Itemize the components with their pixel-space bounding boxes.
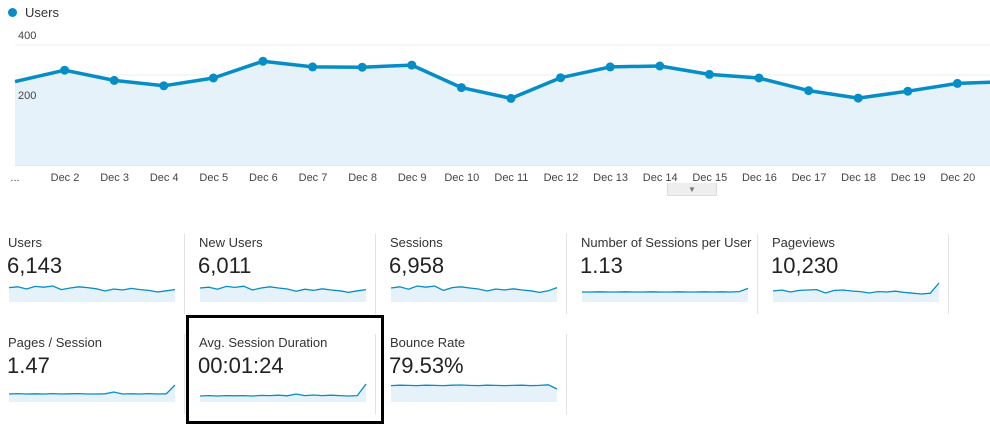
sparkline-fill: [200, 286, 366, 302]
x-tick-label: Dec 6: [249, 172, 278, 184]
data-point[interactable]: [853, 93, 863, 103]
metric-value: 6,143: [7, 253, 63, 278]
metric-tile[interactable]: Users 6,143: [0, 234, 185, 314]
metric-value: 79.53%: [389, 353, 464, 378]
sparkline-line: [772, 282, 940, 295]
metric-value: 6,011: [198, 253, 252, 278]
data-point[interactable]: [556, 73, 566, 83]
sparkline-line: [199, 285, 367, 294]
sparkline-line: [199, 383, 367, 397]
sparkline-line: [582, 287, 749, 293]
metric-value: 1.13: [580, 253, 623, 278]
sparkline-line: [390, 285, 558, 294]
metric-label: Pageviews: [772, 235, 835, 250]
metric-label: Pages / Session: [8, 335, 102, 350]
sparkline-fill: [9, 286, 175, 302]
x-tick-label: Dec 15: [692, 172, 727, 184]
legend-dot-icon: [8, 8, 17, 17]
x-tick-label: Dec 14: [643, 172, 678, 184]
x-tick-label: Dec 3: [100, 172, 129, 184]
x-tick-label: Dec 11: [494, 172, 528, 184]
data-point[interactable]: [605, 62, 615, 72]
data-point[interactable]: [357, 62, 367, 72]
x-tick-label: Dec 10: [444, 172, 479, 184]
metric-label: Sessions: [390, 235, 443, 250]
sparkline-fill: [391, 286, 557, 302]
metric-value: 1.47: [7, 353, 50, 378]
sparkline-fill: [9, 385, 175, 402]
metric-sparkline: [390, 384, 558, 402]
x-tick-label: Dec 2: [51, 172, 80, 184]
metric-sparkline: [199, 383, 367, 402]
x-tick-label: Dec 7: [299, 172, 328, 184]
legend-label: Users: [25, 5, 59, 20]
data-point[interactable]: [308, 62, 318, 72]
data-point[interactable]: [407, 60, 417, 70]
metric-sparkline: [582, 287, 749, 302]
metric-tile[interactable]: Sessions 6,958: [382, 234, 567, 314]
data-point[interactable]: [456, 83, 466, 93]
x-tick-label: Dec 17: [792, 172, 827, 184]
data-point[interactable]: [903, 86, 913, 96]
metric-tile[interactable]: New Users 6,011: [191, 234, 376, 314]
data-point[interactable]: [804, 86, 814, 96]
chart-collapse-handle[interactable]: ▼: [667, 183, 717, 196]
data-point[interactable]: [952, 78, 962, 88]
metric-label: Number of Sessions per User: [581, 235, 752, 250]
metric-tile[interactable]: Pages / Session 1.47: [0, 334, 185, 414]
x-tick-label: ...: [10, 172, 19, 184]
metric-sparkline: [8, 384, 176, 402]
sparkline-line: [8, 384, 176, 395]
chevron-down-icon: ▼: [688, 184, 696, 194]
x-tick-label: Dec 18: [841, 172, 876, 184]
metric-tile[interactable]: Number of Sessions per User 1.13: [573, 234, 758, 314]
metric-tile[interactable]: Avg. Session Duration 00:01:24: [191, 334, 376, 414]
metric-sparkline: [390, 285, 558, 302]
x-tick-label: Dec 13: [593, 172, 628, 184]
metric-value: 00:01:24: [198, 353, 284, 378]
sparkline-fill: [391, 384, 557, 402]
metric-sparkline: [772, 282, 940, 302]
data-point[interactable]: [60, 65, 70, 75]
data-point[interactable]: [208, 73, 218, 83]
sparkline-line: [390, 384, 558, 390]
x-tick-label: Dec 9: [398, 172, 427, 184]
metric-sparkline: [199, 285, 367, 302]
highlight-box: [186, 315, 384, 424]
data-point[interactable]: [754, 73, 764, 83]
metric-label: Bounce Rate: [390, 335, 466, 350]
metric-value: 6,958: [389, 253, 445, 278]
data-point[interactable]: [109, 75, 119, 85]
sparkline-fill: [200, 384, 366, 402]
metric-tile[interactable]: Bounce Rate 79.53%: [382, 334, 567, 414]
users-area-fill: [15, 61, 990, 165]
sparkline-fill: [773, 283, 939, 302]
metric-value: 10,230: [771, 253, 839, 278]
x-tick-label: Dec 5: [199, 172, 228, 184]
x-tick-label: Dec 8: [348, 172, 377, 184]
y-tick-label: 400: [18, 30, 36, 42]
data-point[interactable]: [655, 61, 665, 71]
data-point[interactable]: [159, 81, 169, 91]
sparkline-line: [8, 285, 176, 293]
metric-label: Avg. Session Duration: [199, 335, 328, 350]
chart-legend[interactable]: Users: [8, 5, 59, 20]
x-tick-label: Dec 20: [940, 172, 975, 184]
metric-label: Users: [8, 235, 42, 250]
metric-tile[interactable]: Pageviews 10,230: [764, 234, 949, 314]
x-tick-label: Dec 12: [544, 172, 579, 184]
data-point[interactable]: [258, 56, 268, 66]
y-tick-label: 200: [18, 90, 36, 102]
data-point[interactable]: [704, 69, 714, 79]
metric-label: New Users: [199, 235, 263, 250]
users-line-chart[interactable]: 400 200... Dec 2 Dec 3 Dec 4 Dec 5 Dec 6 Dec 7 D…: [0, 0, 990, 190]
x-tick-label: Dec 4: [150, 172, 179, 184]
x-tick-label: Dec 16: [742, 172, 777, 184]
sparkline-fill: [582, 288, 748, 302]
data-point[interactable]: [506, 93, 516, 103]
metric-sparkline: [8, 285, 176, 302]
x-tick-label: Dec 19: [891, 172, 926, 184]
